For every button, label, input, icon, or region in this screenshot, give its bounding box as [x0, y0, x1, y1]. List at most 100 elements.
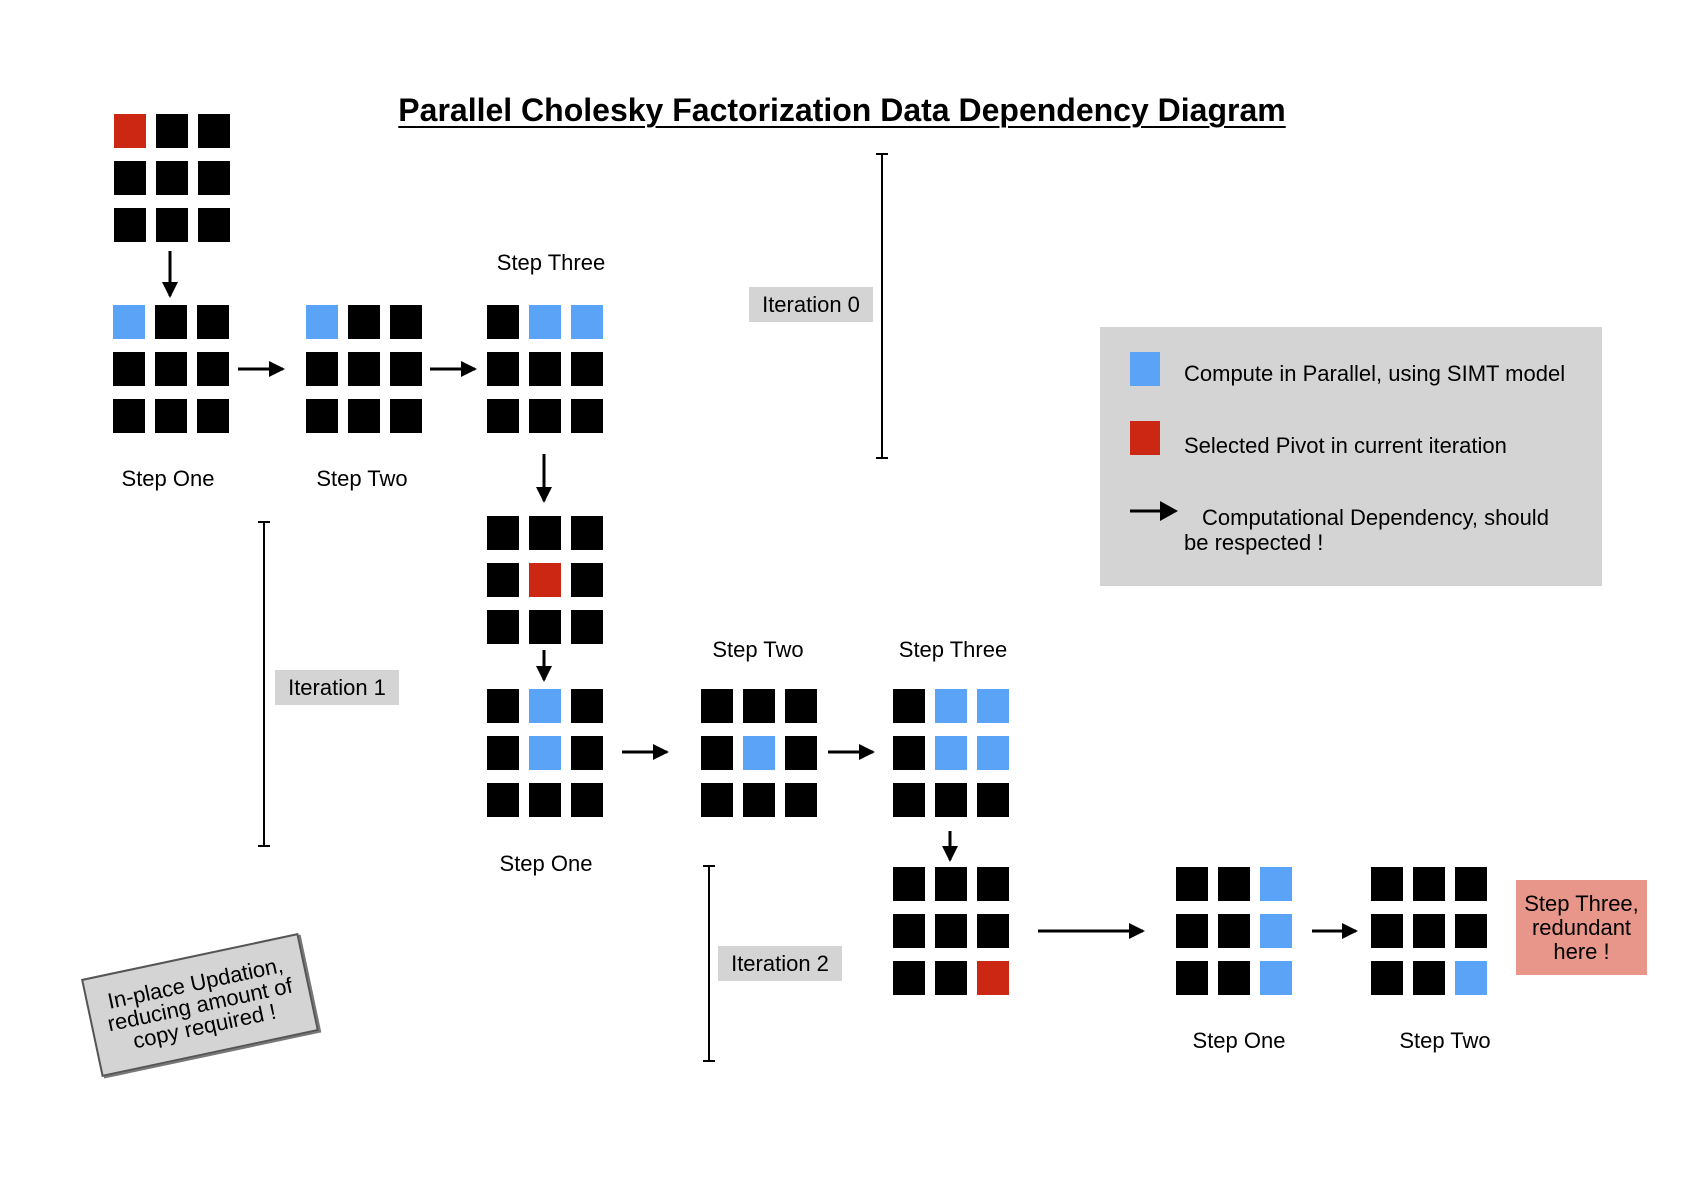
matrix-cell — [571, 516, 603, 550]
pivot-cell — [977, 961, 1009, 995]
grid-iter1-step-two — [701, 689, 817, 817]
matrix-cell — [893, 689, 925, 723]
matrix-cell — [487, 352, 519, 386]
grid-iter2-pivot — [893, 867, 1009, 995]
label-iter0-step-two: Step Two — [316, 466, 408, 491]
pivot-cell — [114, 114, 146, 148]
matrix-cell — [155, 352, 187, 386]
grid-iter1-step-one — [487, 689, 603, 817]
matrix-cell — [701, 736, 733, 770]
matrix-cell — [893, 867, 925, 901]
grid-iter2-step-one — [1176, 867, 1292, 995]
grid-iter1-step-three — [893, 689, 1009, 817]
matrix-cell — [487, 783, 519, 817]
grid-iter0-step-three — [487, 305, 603, 433]
matrix-cell — [1413, 961, 1445, 995]
parallel-cell — [1260, 961, 1292, 995]
matrix-cell — [977, 914, 1009, 948]
parallel-cell — [1260, 914, 1292, 948]
parallel-cell — [935, 689, 967, 723]
matrix-cell — [1413, 867, 1445, 901]
matrix-cell — [306, 399, 338, 433]
matrix-cell — [348, 305, 380, 339]
matrix-cell — [571, 563, 603, 597]
matrix-cell — [348, 399, 380, 433]
matrix-cell — [1455, 867, 1487, 901]
matrix-cell — [571, 736, 603, 770]
parallel-cell — [529, 689, 561, 723]
matrix-cell — [571, 689, 603, 723]
grid-iter0-step-two — [306, 305, 422, 433]
legend-arrow-icon — [1130, 501, 1178, 521]
legend-swatch-pivot — [1130, 421, 1160, 455]
matrix-cell — [198, 114, 230, 148]
label-iter0-step-three: Step Three — [496, 250, 606, 275]
page-title: Parallel Cholesky Factorization Data Dep… — [398, 92, 1286, 128]
matrix-cell — [1176, 867, 1208, 901]
legend-label-dependency: Computational Dependency, should be resp… — [1184, 505, 1549, 555]
label-iter1-step-one: Step One — [499, 851, 593, 876]
label-iter0-step-one: Step One — [121, 466, 215, 491]
note-step-three-redundant: Step Three, redundant here ! — [1516, 880, 1647, 975]
matrix-cell — [1413, 914, 1445, 948]
dependency-arrows — [162, 251, 1358, 939]
matrix-cell — [571, 399, 603, 433]
matrix-cell — [155, 305, 187, 339]
label-iteration-2: Iteration 2 — [718, 946, 842, 981]
legend-label-parallel: Compute in Parallel, using SIMT model — [1184, 361, 1566, 386]
matrix-cell — [743, 783, 775, 817]
matrix-cell — [1371, 867, 1403, 901]
matrix-cell — [487, 399, 519, 433]
legend: Compute in Parallel, using SIMT model Se… — [1100, 327, 1602, 586]
iteration-brackets — [258, 153, 888, 1062]
matrix-cell — [529, 783, 561, 817]
matrix-cell — [785, 783, 817, 817]
matrix-cell — [893, 961, 925, 995]
matrix-cell — [114, 208, 146, 242]
matrix-cell — [785, 736, 817, 770]
matrix-cell — [487, 563, 519, 597]
matrix-cell — [701, 783, 733, 817]
legend-label-pivot: Selected Pivot in current iteration — [1184, 433, 1507, 458]
matrix-cell — [156, 208, 188, 242]
matrix-cell — [197, 352, 229, 386]
matrix-cell — [529, 399, 561, 433]
matrix-cell — [1176, 961, 1208, 995]
parallel-cell — [113, 305, 145, 339]
parallel-cell — [977, 689, 1009, 723]
matrix-cell — [306, 352, 338, 386]
parallel-cell — [1455, 961, 1487, 995]
matrix-cell — [743, 689, 775, 723]
matrix-cell — [1371, 914, 1403, 948]
parallel-cell — [977, 736, 1009, 770]
matrix-cell — [1176, 914, 1208, 948]
matrix-cell — [1218, 961, 1250, 995]
matrix-cell — [156, 114, 188, 148]
label-iteration-1: Iteration 1 — [275, 670, 399, 705]
matrix-cell — [935, 867, 967, 901]
matrix-cell — [198, 161, 230, 195]
matrix-cell — [487, 736, 519, 770]
matrix-cell — [1218, 914, 1250, 948]
pivot-cell — [529, 563, 561, 597]
grid-iter0-step-one — [113, 305, 229, 433]
parallel-cell — [1260, 867, 1292, 901]
matrix-cell — [785, 689, 817, 723]
matrix-cell — [197, 305, 229, 339]
parallel-cell — [529, 736, 561, 770]
parallel-cell — [935, 736, 967, 770]
matrix-cell — [487, 305, 519, 339]
matrix-cell — [487, 610, 519, 644]
parallel-cell — [529, 305, 561, 339]
parallel-cell — [571, 305, 603, 339]
matrix-cell — [977, 867, 1009, 901]
label-iter1-step-two: Step Two — [712, 637, 804, 662]
matrix-cell — [935, 961, 967, 995]
parallel-cell — [743, 736, 775, 770]
matrix-cell — [529, 610, 561, 644]
grid-iter2-step-two — [1371, 867, 1487, 995]
matrix-cell — [1371, 961, 1403, 995]
grid-iter0-pivot — [114, 114, 230, 242]
